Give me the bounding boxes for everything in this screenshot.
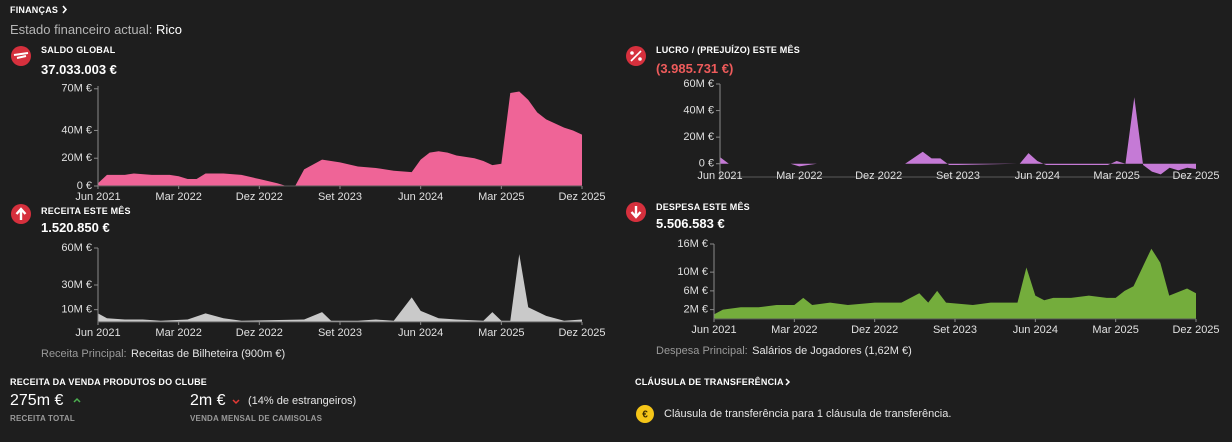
x-tick-label: Mar 2025	[1092, 324, 1138, 336]
icon-glyph	[630, 51, 634, 55]
icon-glyph	[638, 57, 642, 61]
x-tick-label: Set 2023	[318, 191, 362, 203]
merch-shirts-note: (14% de estrangeiros)	[248, 395, 357, 407]
x-tick-label: Mar 2022	[155, 327, 201, 339]
x-tick-label: Jun 2021	[75, 327, 120, 339]
icons: €	[11, 5, 791, 423]
section-title[interactable]: FINANÇAS	[10, 5, 59, 15]
x-tick-label: Dez 2025	[558, 191, 605, 203]
x-tick-label: Mar 2022	[771, 324, 817, 336]
note-value: Receitas de Bilheteira (900m €)	[131, 348, 286, 360]
x-tick-label: Dez 2025	[1172, 170, 1219, 182]
note-label: Despesa Principal:	[656, 345, 748, 357]
status-value: Rico	[156, 22, 183, 37]
chevron	[785, 378, 791, 386]
merch-total: 275m €	[10, 392, 64, 409]
coin-glyph: €	[642, 410, 648, 421]
x-tick-label: Set 2023	[318, 327, 362, 339]
area	[714, 248, 1196, 319]
x-tick-label: Mar 2025	[1093, 170, 1139, 182]
icon-glyph	[630, 50, 642, 62]
merch-total-label: RECEITA TOTAL	[10, 414, 75, 423]
icon-glyph	[630, 206, 642, 219]
note-label: Receita Principal:	[41, 348, 127, 360]
y-tick-label: 60M €	[61, 242, 92, 254]
x-tick-label: Dez 2025	[1172, 324, 1219, 336]
status: Estado financeiro actual: Rico	[10, 22, 182, 37]
y-tick-label: 6M €	[684, 285, 708, 297]
x-tick-label: Mar 2022	[155, 191, 201, 203]
x-tick-label: Dez 2025	[558, 327, 605, 339]
y-tick-label: 0 €	[699, 158, 714, 170]
x-tick-label: Mar 2022	[776, 170, 822, 182]
y-tick-label: 20M €	[61, 152, 92, 164]
icon-glyph	[15, 207, 27, 220]
x-tick-label: Jun 2021	[697, 170, 742, 182]
chevron	[62, 5, 68, 14]
panel-title: RECEITA ESTE MÊS	[41, 206, 131, 216]
coin-icon	[636, 405, 654, 423]
panel-amount: (3.985.731 €)	[656, 61, 734, 76]
merch-title: RECEITA DA VENDA PRODUTOS DO CLUBE	[10, 377, 207, 387]
y-tick-label: 20M €	[683, 131, 714, 143]
panel-title: SALDO GLOBAL	[41, 45, 116, 55]
x-tick-label: Jun 2021	[75, 191, 120, 203]
x-tick-label: Jun 2024	[398, 191, 443, 203]
panel-amount: 37.033.003 €	[41, 62, 117, 77]
x-tick-label: Mar 2025	[478, 327, 524, 339]
y-tick-label: 60M €	[683, 78, 714, 90]
x-tick-label: Mar 2025	[478, 191, 524, 203]
y-tick-label: 2M €	[684, 304, 708, 316]
merch-shirts-label: VENDA MENSAL DE CAMISOLAS	[190, 414, 323, 423]
x-tick-label: Jun 2024	[398, 327, 443, 339]
icon-glyph	[13, 52, 29, 59]
down-caret	[232, 399, 240, 405]
panel-amount: 1.520.850 €	[41, 220, 110, 235]
y-tick-label: 40M €	[683, 104, 714, 116]
area	[98, 91, 582, 186]
y-tick-label: 10M €	[61, 304, 92, 316]
x-tick-label: Jun 2024	[1013, 324, 1058, 336]
y-tick-label: 30M €	[61, 279, 92, 291]
status-label: Estado financeiro actual:	[10, 22, 153, 37]
x-tick-label: Set 2023	[933, 324, 977, 336]
x-tick-label: Dez 2022	[855, 170, 902, 182]
y-tick-label: 40M €	[61, 124, 92, 136]
y-tick-label: 10M €	[677, 266, 708, 278]
up-caret	[73, 397, 81, 403]
note-value: Salários de Jogadores (1,62M €)	[752, 345, 912, 357]
x-tick-label: Jun 2024	[1015, 170, 1060, 182]
x-tick-label: Dez 2022	[236, 191, 283, 203]
area	[98, 254, 582, 322]
area	[720, 97, 1196, 175]
x-tick-label: Set 2023	[936, 170, 980, 182]
clause-text: Cláusula de transferência para 1 cláusul…	[664, 408, 952, 420]
y-tick-label: 0 €	[77, 180, 92, 192]
y-tick-label: 16M €	[677, 238, 708, 250]
merch-shirts: 2m €	[190, 392, 226, 409]
panel-title: LUCRO / (PREJUÍZO) ESTE MÊS	[656, 45, 800, 55]
note: Receita Principal: Receitas de Bilheteir…	[41, 344, 285, 362]
panel-title: DESPESA ESTE MÊS	[656, 202, 750, 212]
x-tick-label: Dez 2022	[236, 327, 283, 339]
icon-balance	[11, 46, 31, 66]
note: Despesa Principal: Salários de Jogadores…	[656, 341, 912, 359]
clause-title[interactable]: CLÁUSULA DE TRANSFERÊNCIA	[635, 377, 784, 387]
y-tick-label: 70M €	[61, 83, 92, 95]
x-tick-label: Dez 2022	[851, 324, 898, 336]
x-tick-label: Jun 2021	[691, 324, 736, 336]
panel-amount: 5.506.583 €	[656, 216, 725, 231]
